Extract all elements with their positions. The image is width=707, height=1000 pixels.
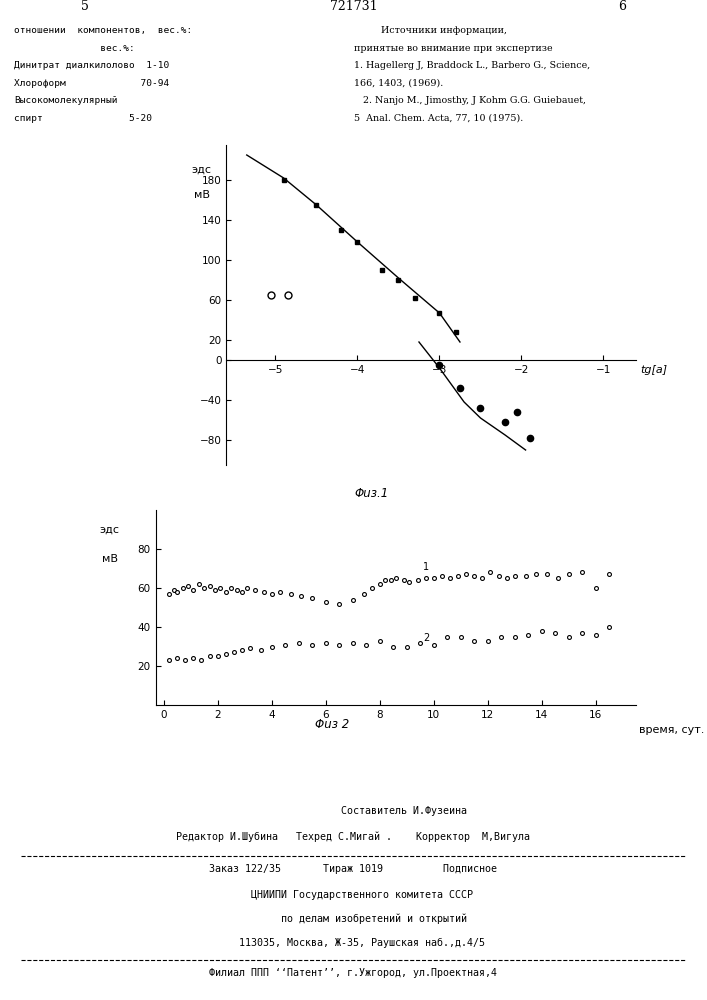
Text: 1: 1 (423, 562, 429, 572)
Text: Заказ 122/35       Тираж 1019          Подписное: Заказ 122/35 Тираж 1019 Подписное (209, 864, 498, 874)
Text: 2: 2 (423, 633, 429, 643)
Text: ЦНИИПИ Государственного комитета СССР: ЦНИИПИ Государственного комитета СССР (233, 890, 474, 900)
Text: 721731: 721731 (329, 0, 378, 13)
Text: 5  Anal. Chem. Acta, 77, 10 (1975).: 5 Anal. Chem. Acta, 77, 10 (1975). (354, 114, 522, 123)
Text: 166, 1403, (1969).: 166, 1403, (1969). (354, 79, 443, 88)
Text: Динитрат диалкилолово  1-10: Динитрат диалкилолово 1-10 (14, 61, 170, 70)
Text: вес.%:: вес.%: (14, 44, 135, 53)
Text: Филиал ППП ‘‘Патент’’, г.Ужгород, ул.Проектная,4: Филиал ППП ‘‘Патент’’, г.Ужгород, ул.Про… (209, 968, 498, 978)
Text: Редактор И.Шубина   Техред С.Мигай .    Корректор  М,Вигула: Редактор И.Шубина Техред С.Мигай . Корре… (177, 832, 530, 842)
Text: 2. Nanjo M., Jimosthy, J Kohm G.G. Guiebauet,: 2. Nanjo M., Jimosthy, J Kohm G.G. Guieb… (354, 96, 585, 105)
Text: эдс: эдс (192, 165, 211, 175)
Text: отношении  компонентов,  вес.%:: отношении компонентов, вес.%: (14, 26, 192, 35)
Text: 5: 5 (81, 0, 89, 13)
Text: по делам изобретений и открытий: по делам изобретений и открытий (240, 914, 467, 924)
Text: Φuз 2: Φuз 2 (315, 718, 349, 731)
Text: эдс: эдс (100, 524, 119, 534)
Text: Высокомолекулярный: Высокомолекулярный (14, 96, 117, 105)
Text: Источники информации,: Источники информации, (354, 26, 506, 35)
Text: принятые во внимание при экспертизе: принятые во внимание при экспертизе (354, 44, 552, 53)
Text: мВ: мВ (194, 190, 210, 200)
Text: время, сут.: время, сут. (639, 725, 704, 735)
Text: Φuз.1: Φuз.1 (354, 487, 388, 500)
Text: Составитель И.Фузеина: Составитель И.Фузеина (240, 806, 467, 816)
Text: 113035, Москва, Ж-35, Раушская наб.,д.4/5: 113035, Москва, Ж-35, Раушская наб.,д.4/… (221, 938, 486, 948)
Text: мВ: мВ (102, 554, 117, 564)
Text: 1. Hagellerg J, Braddock L., Barbero G., Science,: 1. Hagellerg J, Braddock L., Barbero G.,… (354, 61, 590, 70)
Text: Хлороформ             70-94: Хлороформ 70-94 (14, 79, 170, 88)
Text: спирт               5-20: спирт 5-20 (14, 114, 152, 123)
Text: 6: 6 (618, 0, 626, 13)
Text: tg[a]: tg[a] (641, 365, 667, 375)
